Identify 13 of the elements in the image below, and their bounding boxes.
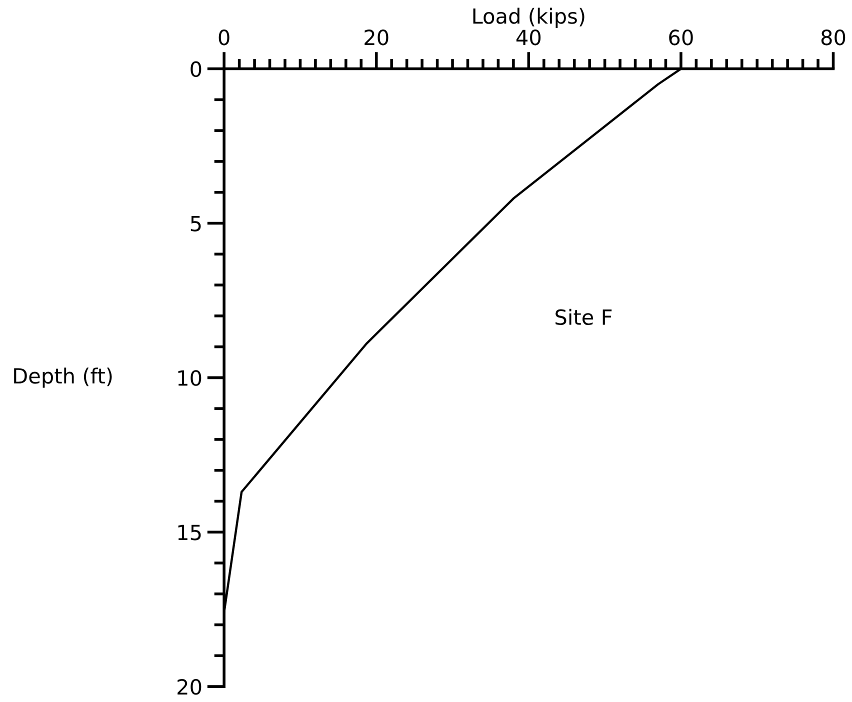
x-tick-label: 80 [821, 30, 846, 46]
x-tick-label: 40 [516, 30, 541, 46]
x-tick-label: 20 [364, 30, 388, 46]
y-tick-label: 10 [178, 370, 202, 386]
y-tick-label: 20 [178, 679, 202, 695]
x-axis-title: Load (kips) [473, 8, 584, 28]
y-axis-title: Depth (ft) [14, 368, 112, 388]
y-tick-label: 15 [178, 524, 201, 540]
y-tick-label: 0 [190, 61, 202, 78]
annotation: Site F [556, 308, 612, 326]
y-tick-label: 5 [190, 216, 201, 232]
x-tick-label: 60 [669, 30, 693, 46]
x-tick-label: 0 [218, 30, 230, 46]
